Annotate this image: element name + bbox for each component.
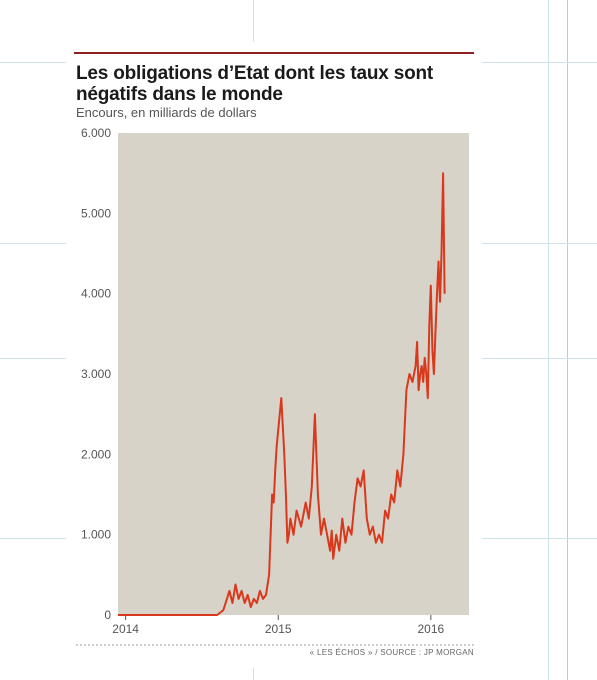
y-tick-label: 6.000 bbox=[81, 126, 111, 140]
guide-line-horizontal bbox=[482, 358, 597, 359]
y-tick-label: 4.000 bbox=[81, 287, 111, 301]
y-axis: 0 1.000 2.000 3.000 4.000 5.000 6.000 bbox=[81, 126, 111, 622]
x-tick-label: 2016 bbox=[417, 622, 444, 636]
guide-line-horizontal bbox=[0, 538, 66, 539]
x-tick-label: 2015 bbox=[265, 622, 292, 636]
guide-line-horizontal bbox=[0, 358, 66, 359]
guide-line-vertical bbox=[548, 0, 549, 680]
series-line bbox=[118, 172, 446, 616]
guide-line-horizontal bbox=[482, 243, 597, 244]
guide-line-horizontal bbox=[0, 62, 66, 63]
y-tick-label: 3.000 bbox=[81, 367, 111, 381]
y-tick-label: 0 bbox=[104, 608, 111, 622]
y-tick-label: 1.000 bbox=[81, 528, 111, 542]
plot-background bbox=[118, 133, 469, 615]
chart-title: Les obligations d’Etat dont les taux son… bbox=[76, 63, 434, 105]
chart-subtitle: Encours, en milliards de dollars bbox=[76, 105, 257, 120]
title-rule bbox=[74, 52, 474, 54]
x-axis: 2014 2015 2016 bbox=[112, 615, 445, 636]
x-tick-label: 2014 bbox=[112, 622, 139, 636]
guide-line-horizontal bbox=[482, 538, 597, 539]
y-tick-label: 2.000 bbox=[81, 447, 111, 461]
guide-line-horizontal bbox=[482, 62, 597, 63]
guide-line-gold bbox=[567, 0, 568, 680]
y-tick-label: 5.000 bbox=[81, 206, 111, 220]
source-note: « LES ÉCHOS » / SOURCE : JP MORGAN bbox=[309, 648, 474, 657]
guide-line-horizontal bbox=[0, 243, 66, 244]
